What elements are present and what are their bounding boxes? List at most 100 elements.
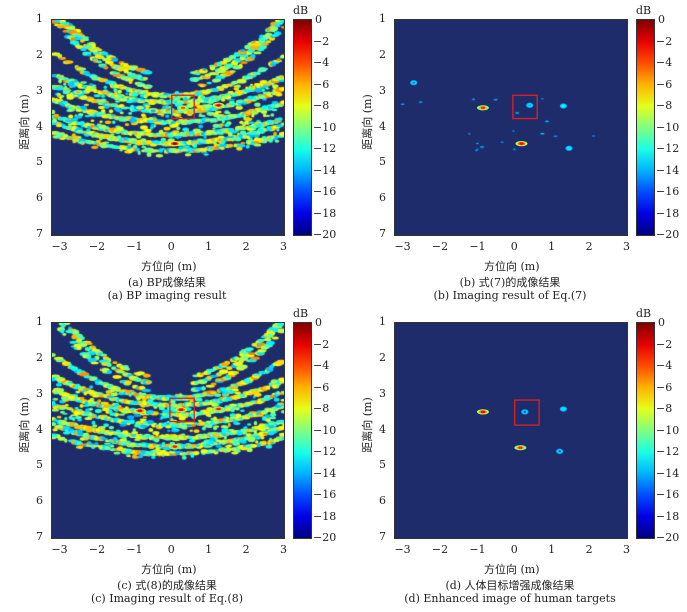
x-tick-label: −3 (394, 543, 411, 556)
colorbar-tick-label: −20 (656, 531, 680, 544)
x-tick-label: −1 (126, 543, 143, 556)
y-tick-label: 4 (379, 422, 386, 436)
colorbar-tick-label: −14 (313, 466, 337, 480)
x-tick-label: 2 (585, 543, 593, 556)
y-tick-label: 4 (36, 422, 43, 436)
target-peak (514, 445, 527, 451)
y-tick-label: 1 (36, 12, 43, 25)
colorbar-tick-label: −14 (656, 466, 680, 480)
x-tick-label: 3 (623, 240, 630, 253)
x-tick-label: −3 (51, 240, 68, 253)
target-peak (72, 89, 85, 95)
target-peak (133, 408, 146, 414)
colorbar-tick-label: −4 (656, 56, 673, 69)
target-peak (526, 102, 534, 108)
colorbar-tick-label: −14 (313, 163, 337, 177)
x-tick-label: 1 (548, 240, 556, 253)
target-peak (559, 406, 567, 412)
colorbar-tick-label: −10 (313, 120, 337, 134)
caption-english: (a) BP imaging result (107, 289, 227, 302)
peak-ring (178, 408, 184, 411)
target-peak (476, 105, 489, 111)
target-peak (559, 103, 567, 109)
colorbar-tick-label: −14 (656, 163, 680, 177)
peak-ring (75, 91, 81, 94)
colorbar-tick-label: −4 (313, 359, 330, 372)
colorbar-tick-label: −8 (313, 99, 330, 112)
colorbar-tick-label: 0 (315, 13, 322, 26)
caption-chinese: (b) 式(7)的成像结果 (459, 276, 561, 289)
colorbar-tick-label: −16 (313, 488, 337, 501)
y-tick-label: 1 (379, 315, 386, 328)
y-axis-label: 距离向 (m) (17, 94, 31, 150)
panel-d: −3 −2 −1 0 1 2 3 1 2 3 4 5 6 7 方位向 (m) 距离向 (m) (d) 人体目标增… (343, 303, 686, 609)
panel-b: −3 −2 −1 0 1 2 3 1 2 3 4 5 6 7 方位向 (m) 距离向 (m) (b) 式(7)的… (343, 0, 686, 306)
colorbar-tick-label: −10 (656, 423, 680, 437)
peak-ring (137, 409, 143, 412)
y-tick-label: 3 (379, 83, 386, 97)
y-tick-label: 2 (379, 47, 386, 61)
x-tick-label: 0 (510, 240, 518, 253)
y-tick-label: 5 (379, 458, 386, 472)
y-tick-label: 5 (36, 458, 43, 472)
x-axis-label: 方位向 (m) (484, 563, 540, 576)
heatmap-plot (51, 19, 285, 236)
colorbar-tick-label: −2 (313, 337, 330, 351)
x-tick-label: 3 (623, 543, 630, 556)
colorbar-tick-label: −12 (656, 142, 680, 155)
y-tick-label: 7 (379, 530, 386, 543)
colorbar (293, 322, 312, 539)
marks-layer (410, 80, 573, 151)
peak-ring (562, 104, 565, 108)
colorbar-tick-label: −20 (313, 531, 337, 544)
y-tick-label: 2 (379, 350, 386, 364)
colorbar (636, 322, 655, 539)
peak-ring (137, 106, 143, 109)
panel-a: −3 −2 −1 0 1 2 3 1 2 3 4 5 6 7 方位向 (m) 距离向 (m) (a) BP成像结… (0, 0, 343, 306)
colorbar-tick-label: −4 (313, 56, 330, 69)
target-peak (176, 105, 189, 111)
x-tick-label: −1 (126, 240, 143, 253)
y-tick-label: 2 (36, 350, 43, 364)
colorbar-tick-label: −12 (313, 142, 337, 155)
target-peak (521, 409, 529, 415)
x-tick-label: 1 (205, 543, 213, 556)
target-peak (565, 145, 573, 151)
colorbar (293, 19, 312, 236)
peak-ring (519, 142, 524, 145)
x-tick-label: 2 (242, 240, 250, 253)
y-tick-label: 3 (36, 386, 43, 400)
peak-ring (523, 410, 527, 414)
roi-box (171, 94, 195, 120)
x-tick-label: −1 (469, 240, 486, 253)
colorbar-tick-label: −8 (656, 99, 673, 112)
peak-ring (412, 81, 416, 84)
colorbar-tick-label: −12 (656, 445, 680, 458)
colorbar-tick-label: −16 (313, 185, 337, 198)
y-tick-label: 6 (379, 191, 386, 205)
caption-english: (d) Enhanced image of human targets (404, 592, 616, 605)
peak-ring (567, 147, 571, 150)
clutter-layer (395, 323, 627, 538)
colorbar-tick-label: −2 (656, 337, 673, 351)
marks-layer (72, 89, 225, 147)
clutter-layer (52, 20, 284, 235)
y-tick-label: 7 (36, 227, 43, 240)
colorbar-tick-label: −8 (313, 402, 330, 415)
colorbar-tick-label: −18 (656, 206, 680, 220)
target-peak (556, 448, 564, 454)
y-axis-label: 距离向 (m) (360, 397, 374, 453)
target-peak (168, 141, 181, 147)
x-axis-label: 方位向 (m) (141, 563, 197, 576)
x-tick-label: 0 (167, 543, 175, 556)
colorbar-tick-label: −2 (656, 34, 673, 48)
colorbar-tick-label: −6 (313, 77, 330, 91)
clutter-layer (52, 323, 284, 538)
y-tick-label: 4 (379, 119, 386, 133)
colorbar-tick-label: −20 (313, 228, 337, 241)
peak-ring (480, 410, 486, 414)
colorbar-tick-label: −12 (313, 445, 337, 458)
x-tick-label: −2 (431, 240, 449, 253)
x-tick-label: 3 (280, 543, 287, 556)
target-peak (175, 407, 188, 413)
